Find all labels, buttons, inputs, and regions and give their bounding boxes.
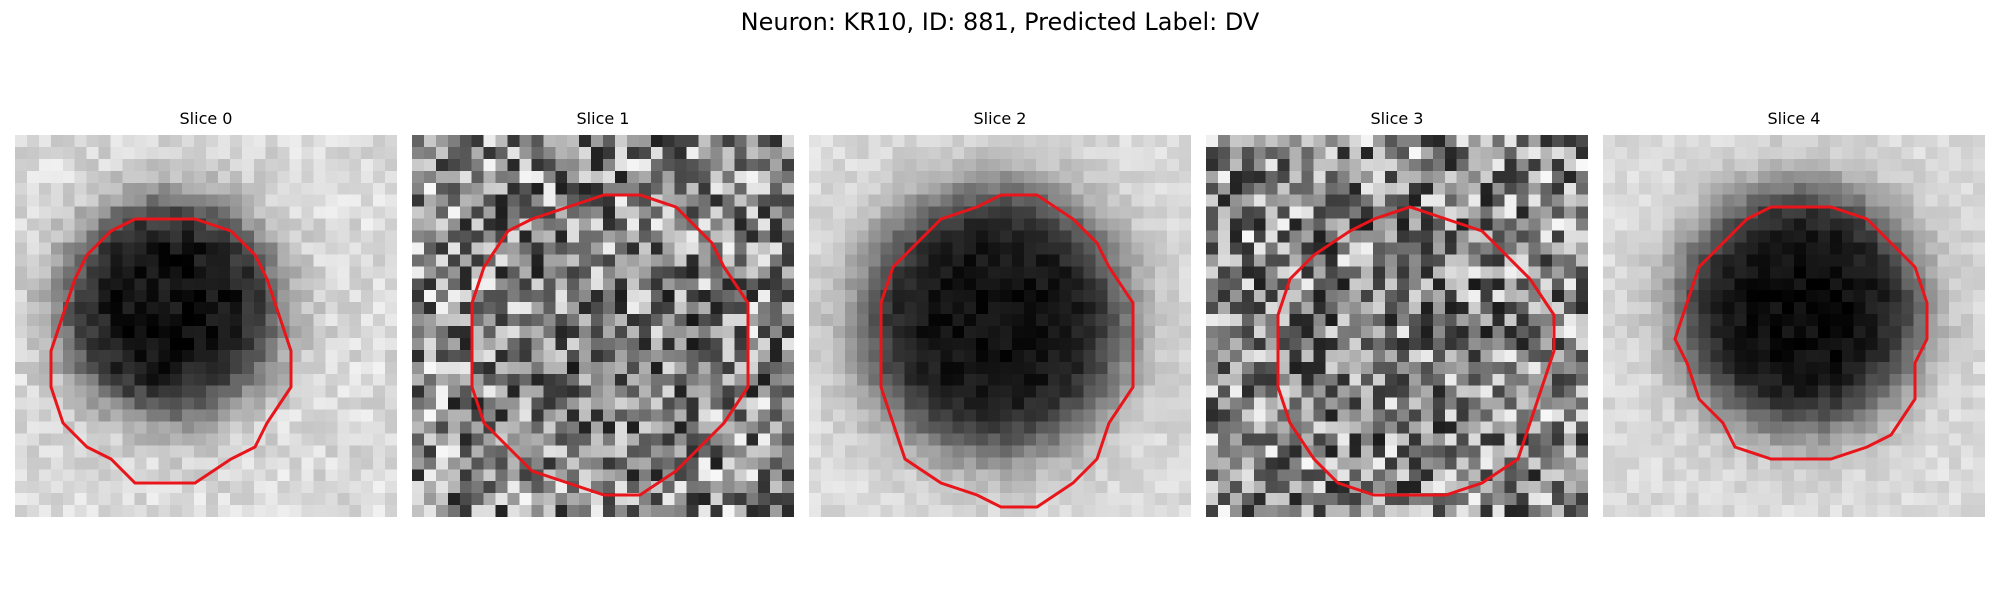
slice-image-0 <box>15 135 397 517</box>
slice-panel-4: Slice 4 <box>1603 108 1985 517</box>
slice-title-3: Slice 3 <box>1370 109 1424 128</box>
figure-title: Neuron: KR10, ID: 881, Predicted Label: … <box>740 8 1260 36</box>
roi-contour-3 <box>1276 205 1556 497</box>
slice-title-1: Slice 1 <box>576 109 630 128</box>
roi-contour-1 <box>470 193 750 497</box>
slice-title-0: Slice 0 <box>179 109 233 128</box>
roi-contour-0 <box>49 217 293 485</box>
slice-image-2 <box>809 135 1191 517</box>
slice-image-1 <box>412 135 794 517</box>
slice-panel-3: Slice 3 <box>1206 108 1588 517</box>
roi-contour-4 <box>1673 205 1929 461</box>
slice-image-4 <box>1603 135 1985 517</box>
slice-panel-0: Slice 0 <box>15 108 397 517</box>
slice-title-2: Slice 2 <box>973 109 1027 128</box>
slice-image-3 <box>1206 135 1588 517</box>
slice-title-4: Slice 4 <box>1767 109 1821 128</box>
roi-contour-2 <box>879 193 1135 509</box>
slice-panel-1: Slice 1 <box>412 108 794 517</box>
slice-panel-2: Slice 2 <box>809 108 1191 517</box>
